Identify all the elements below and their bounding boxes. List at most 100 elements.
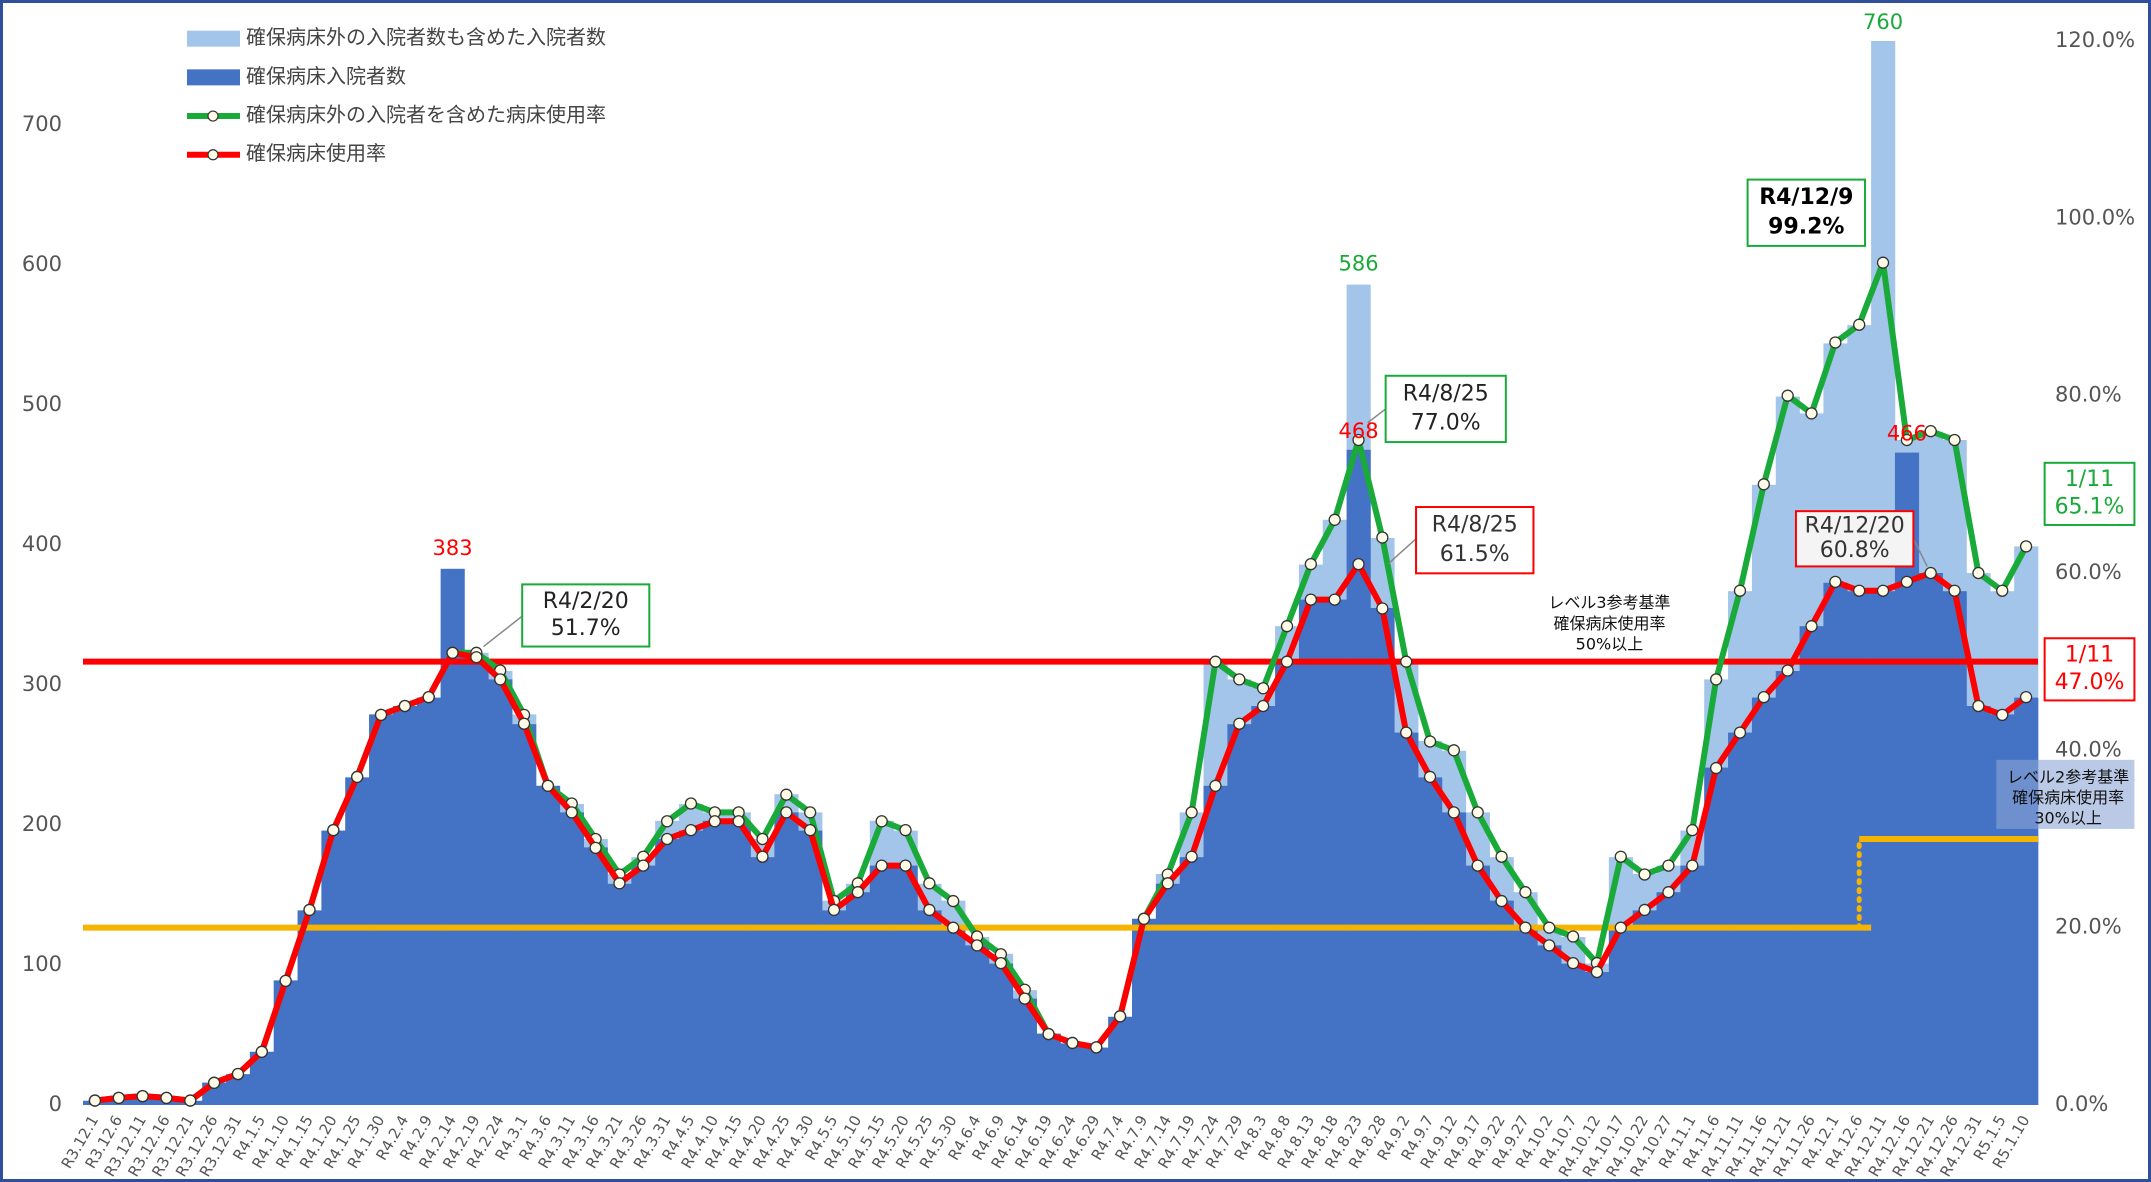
bar (726, 820, 751, 1105)
y2-tick-label: 120.0% (2055, 28, 2135, 52)
bar (345, 777, 370, 1105)
bar (1465, 865, 1490, 1105)
line-marker (708, 815, 721, 828)
level-note-bg (1996, 759, 2135, 829)
level-note: 確保病床使用率 (2012, 788, 2124, 807)
bar (1775, 671, 1800, 1105)
bar (1346, 449, 1371, 1105)
line-marker (1495, 850, 1508, 863)
line-marker (1352, 557, 1365, 571)
bar (488, 679, 513, 1105)
legend-label: 確保病床入院者数 (246, 64, 406, 88)
line-marker (1709, 761, 1723, 775)
bar (512, 724, 537, 1105)
line-marker (1471, 806, 1484, 819)
line-marker (1066, 1036, 1079, 1050)
legend-swatch (187, 30, 240, 47)
line-marker (1257, 682, 1270, 695)
line-marker (1996, 584, 2009, 597)
line-marker (1948, 584, 1961, 597)
line-marker (1423, 735, 1437, 748)
line-marker (1972, 566, 1985, 580)
bar (2014, 697, 2039, 1105)
line-marker (827, 903, 841, 917)
line-marker (923, 903, 936, 917)
line-marker (541, 779, 555, 792)
bar (1036, 1033, 1061, 1105)
y2-tick-label: 40.0% (2055, 737, 2122, 761)
line-marker (1018, 992, 1031, 1005)
annotation-text: 51.7% (551, 616, 621, 641)
line-marker (1805, 407, 1818, 420)
bar (845, 892, 871, 1105)
annotation-text: 1/11 (2065, 467, 2114, 492)
bar (1322, 599, 1347, 1105)
y-tick-label: 0 (49, 1092, 62, 1116)
bar (1561, 963, 1586, 1105)
line-marker (804, 806, 817, 819)
y2-tick-label: 60.0% (2055, 560, 2122, 584)
legend-marker (207, 149, 219, 161)
y2-tick-label: 0.0% (2055, 1092, 2108, 1116)
bar (917, 910, 942, 1105)
line-marker (1280, 620, 1294, 633)
line-marker (1853, 584, 1866, 597)
legend-label: 確保病床外の入院者数も含めた入院者数 (246, 25, 606, 49)
level-note: 30%以上 (2034, 809, 2102, 828)
bar (1084, 1047, 1109, 1105)
bar (1585, 972, 1610, 1105)
legend-label: 確保病床使用率 (246, 141, 386, 165)
line-marker (184, 1094, 197, 1107)
line-marker (494, 673, 507, 686)
line-marker (1996, 708, 2009, 722)
line-marker (780, 806, 793, 819)
line-marker (1519, 921, 1532, 934)
line-marker (1090, 1041, 1103, 1054)
line-marker (398, 699, 412, 713)
line-marker (1185, 806, 1198, 819)
bar (1251, 706, 1276, 1105)
line-marker (1614, 921, 1627, 934)
line-marker (899, 859, 912, 872)
line-marker (1972, 699, 1985, 713)
line-marker (923, 877, 936, 890)
level-note: 50%以上 (1576, 635, 1644, 654)
annotation-box (1415, 506, 1535, 575)
line-marker (279, 974, 292, 988)
line-marker (422, 690, 435, 704)
annotation-box (1794, 510, 1915, 568)
line-marker (1876, 256, 1890, 269)
line-marker (1900, 575, 1914, 589)
line-marker (1113, 1010, 1127, 1023)
line-marker (207, 1076, 221, 1089)
line-marker (1376, 602, 1389, 615)
line-marker (1233, 717, 1246, 730)
line-marker (374, 708, 388, 722)
peak-label: 760 (1863, 10, 1903, 34)
y2-tick-label: 80.0% (2055, 383, 2122, 407)
bar (941, 927, 966, 1105)
bar (1418, 777, 1443, 1105)
line-marker (1948, 433, 1961, 447)
line-marker (589, 841, 602, 855)
bar (559, 812, 584, 1105)
annotation-box (1746, 178, 1867, 247)
line-marker (1304, 557, 1317, 571)
line-marker (1781, 664, 1794, 677)
annotation-text: 77.0% (1411, 411, 1481, 436)
line-marker (1328, 513, 1341, 526)
annotation-leader (1912, 538, 1928, 567)
line-marker (1757, 478, 1770, 491)
legend-label: 確保病床外の入院者を含めた病床使用率 (246, 103, 606, 127)
line-marker (1590, 965, 1604, 979)
line-marker (1638, 903, 1651, 917)
line-marker (112, 1091, 125, 1105)
line-marker (1209, 779, 1222, 792)
line-marker (947, 921, 960, 934)
line-marker (1924, 566, 1937, 580)
bar (1680, 865, 1705, 1105)
line-marker (1566, 930, 1580, 943)
annotation-text: R4/8/25 (1432, 513, 1518, 538)
line-marker (899, 823, 912, 837)
line-marker (875, 815, 888, 828)
